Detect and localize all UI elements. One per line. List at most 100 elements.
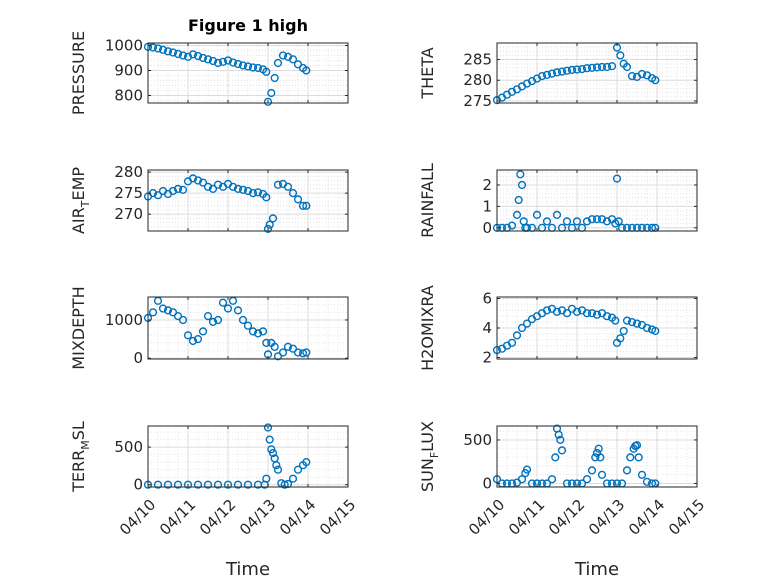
data-point xyxy=(168,186,178,196)
data-point xyxy=(542,70,552,80)
data-point xyxy=(288,55,298,64)
data-point xyxy=(253,329,263,338)
data-point xyxy=(542,217,552,226)
data-point xyxy=(552,210,562,220)
data-point xyxy=(288,344,298,353)
data-point xyxy=(537,71,547,81)
data-point xyxy=(572,217,582,226)
grid xyxy=(147,43,349,103)
data-point xyxy=(168,48,178,57)
y-tick-label: 285 xyxy=(463,51,492,69)
data-point xyxy=(632,441,642,450)
x-tick-label: 04/11 xyxy=(505,496,548,539)
data-point xyxy=(532,210,542,220)
data-point xyxy=(243,321,253,330)
data-point xyxy=(594,444,603,453)
data-point xyxy=(596,453,605,462)
data-point xyxy=(517,475,527,484)
data-point xyxy=(238,61,248,70)
data-point xyxy=(153,480,163,489)
x-tick-label: 04/12 xyxy=(196,496,239,539)
subplot-5: 0 1000 MIXDEPTH xyxy=(69,286,349,370)
y-axis-label: THETA xyxy=(418,47,437,99)
data-point xyxy=(597,62,607,72)
data-point xyxy=(213,180,223,189)
data-point xyxy=(248,189,258,198)
data-point xyxy=(554,430,563,439)
data-point xyxy=(283,342,293,351)
y-tick-label: 0 xyxy=(133,349,143,367)
data-point xyxy=(592,310,602,319)
data-point xyxy=(522,465,532,474)
data-point xyxy=(178,185,188,194)
data-point xyxy=(562,217,572,226)
data-point xyxy=(273,58,283,68)
data-point xyxy=(278,51,288,60)
data-point xyxy=(556,435,565,445)
x-tick-label: 04/15 xyxy=(665,496,708,539)
axes-box xyxy=(496,425,698,488)
data-point xyxy=(547,69,557,78)
data-point xyxy=(213,58,223,68)
x-tick-label: 04/11 xyxy=(156,496,199,539)
series-points xyxy=(492,43,660,105)
data-point xyxy=(512,331,522,340)
data-point xyxy=(619,326,628,336)
data-point xyxy=(602,312,612,321)
data-point xyxy=(582,217,592,226)
data-point xyxy=(188,174,198,183)
data-point xyxy=(551,453,560,462)
data-point xyxy=(262,67,271,76)
data-point xyxy=(193,335,203,344)
data-point xyxy=(622,62,632,72)
y-axis-label: H2OMIXRA xyxy=(418,285,437,371)
data-point xyxy=(263,423,273,432)
axes-box xyxy=(147,425,349,488)
data-point xyxy=(587,63,597,72)
subplot-1: 800 900 1000 PRESSURE Figure 1 high xyxy=(69,16,349,115)
x-tick-label: 04/14 xyxy=(276,496,319,539)
axes-box xyxy=(147,169,349,232)
subplot-6: 2 4 6 H2OMIXRA xyxy=(418,285,698,371)
data-point xyxy=(168,308,178,317)
data-point xyxy=(233,59,243,69)
data-point xyxy=(262,193,271,202)
data-point xyxy=(288,189,298,198)
data-point xyxy=(592,63,602,72)
data-point xyxy=(587,309,597,318)
data-point xyxy=(298,201,308,210)
data-point xyxy=(213,480,223,489)
data-point xyxy=(238,185,248,194)
data-point xyxy=(218,298,228,307)
data-point xyxy=(298,349,308,358)
data-point xyxy=(178,315,188,325)
data-point xyxy=(516,170,525,179)
data-point xyxy=(602,62,612,72)
data-point xyxy=(293,348,303,357)
grid xyxy=(147,170,349,232)
data-point xyxy=(587,466,597,475)
data-point xyxy=(265,435,274,444)
data-point xyxy=(228,182,238,191)
data-point xyxy=(223,56,233,65)
y-tick-label: 800 xyxy=(114,87,143,105)
data-point xyxy=(507,338,517,347)
axes-box xyxy=(147,42,349,104)
data-point xyxy=(283,182,293,191)
data-point xyxy=(616,51,625,60)
data-point xyxy=(273,465,283,474)
data-point xyxy=(163,480,173,489)
x-tick-label: 04/13 xyxy=(236,496,279,539)
data-point xyxy=(572,307,582,316)
data-point xyxy=(572,65,582,74)
data-point xyxy=(208,317,218,327)
data-point xyxy=(614,217,623,226)
y-tick-label: 275 xyxy=(114,184,143,202)
data-point xyxy=(567,65,577,75)
data-point xyxy=(651,326,660,336)
data-point xyxy=(622,466,632,475)
axes-box xyxy=(496,169,698,232)
x-tick-label: 04/10 xyxy=(116,496,159,539)
